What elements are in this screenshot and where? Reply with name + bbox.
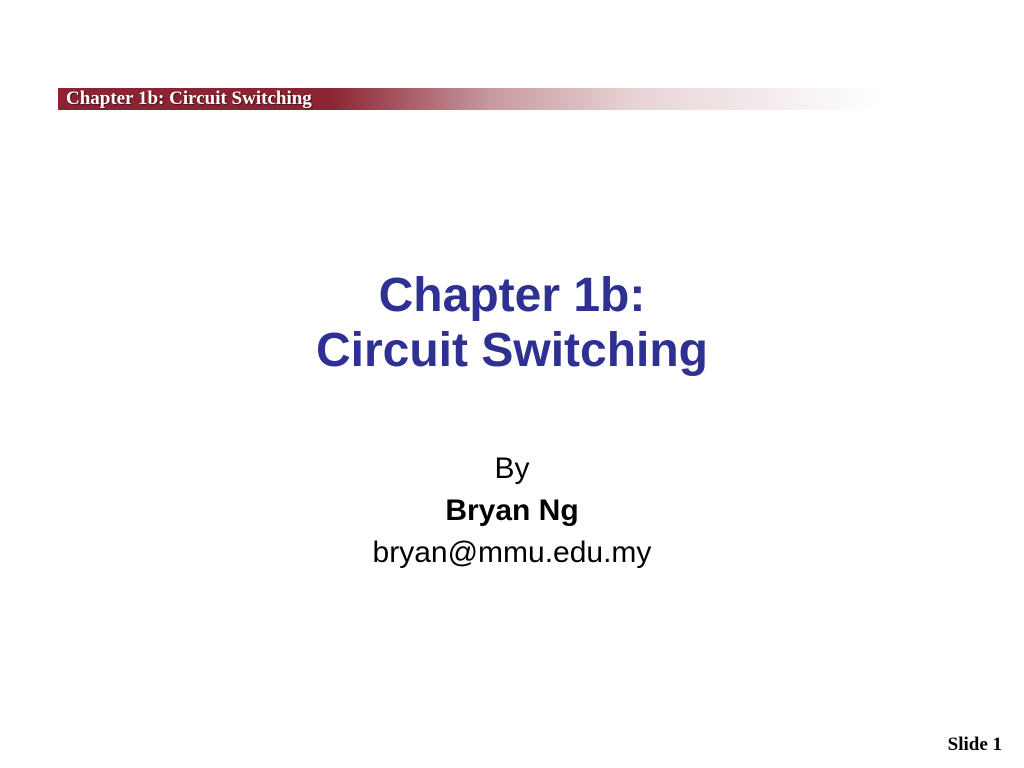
header-label: Chapter 1b: Circuit Switching	[66, 88, 312, 110]
author-email: bryan@mmu.edu.my	[0, 532, 1024, 574]
author-block: By Bryan Ng bryan@mmu.edu.my	[0, 448, 1024, 574]
author-name: Bryan Ng	[0, 490, 1024, 532]
title-line-2: Circuit Switching	[0, 323, 1024, 378]
title-line-1: Chapter 1b:	[0, 268, 1024, 323]
by-label: By	[0, 448, 1024, 490]
slide-number: Slide 1	[948, 734, 1002, 756]
slide-title: Chapter 1b: Circuit Switching	[0, 268, 1024, 378]
